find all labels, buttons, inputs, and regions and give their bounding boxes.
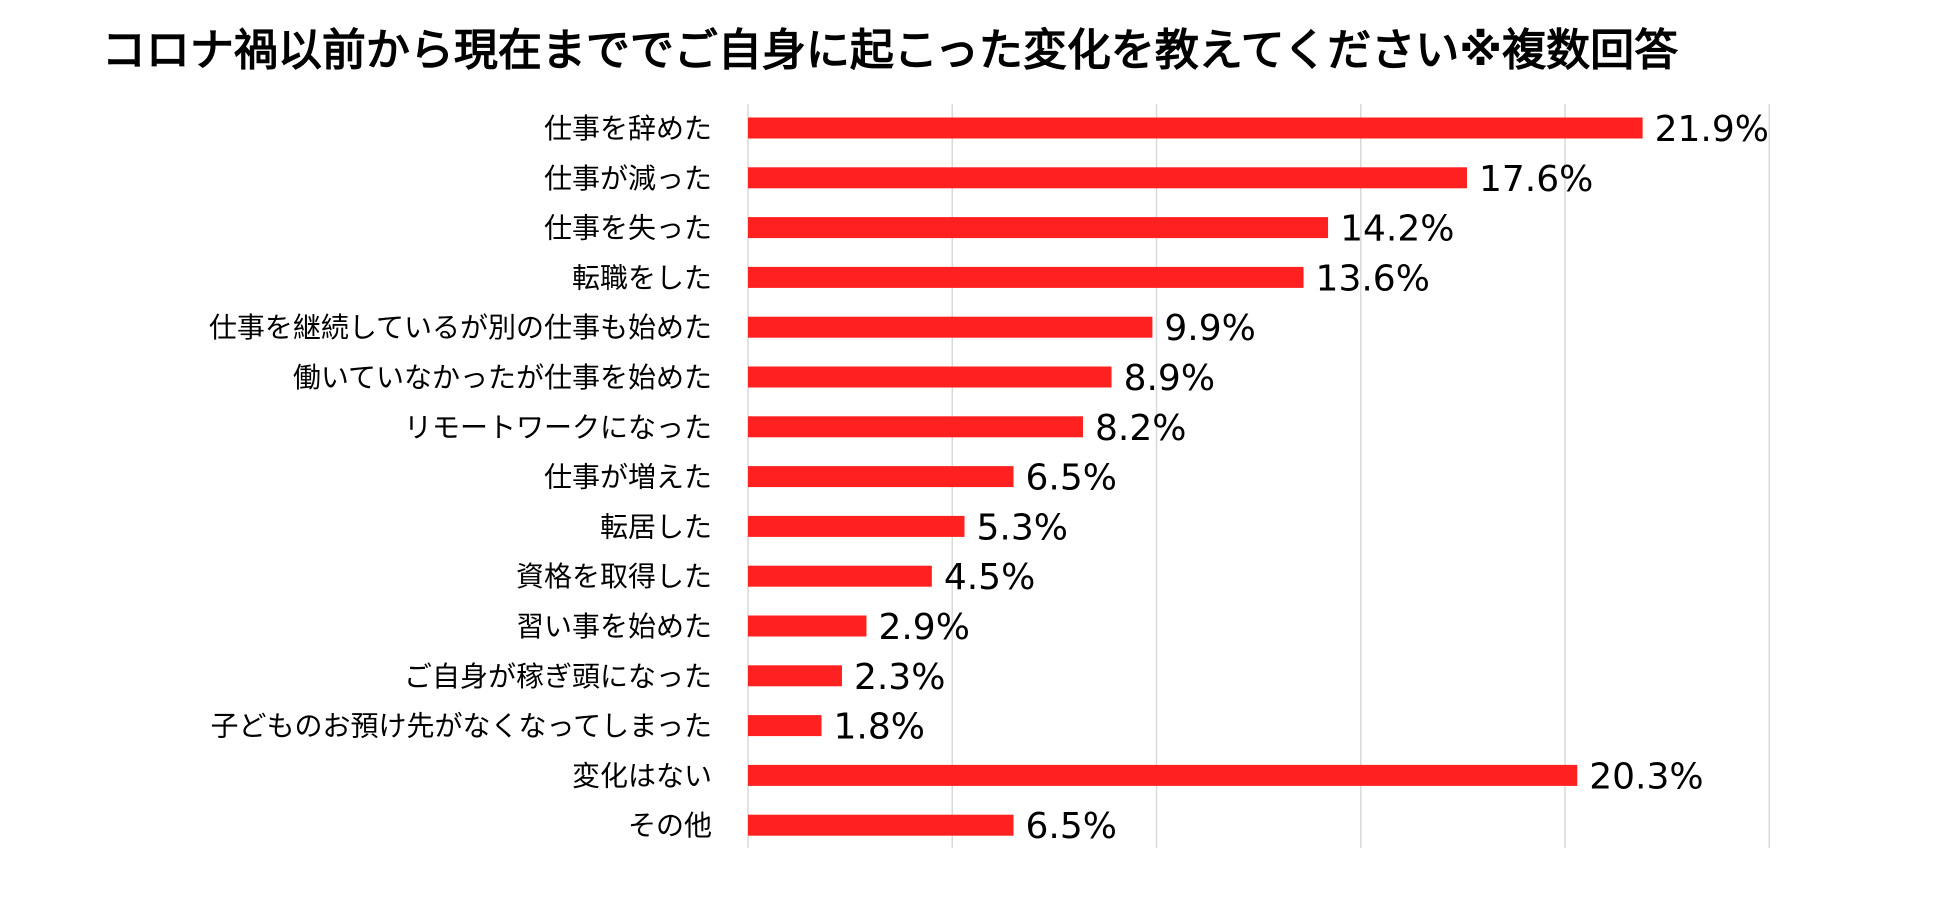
bar xyxy=(748,814,1014,836)
bar xyxy=(748,764,1578,786)
category-label: 資格を取得した xyxy=(516,560,712,593)
data-label: 4.5% xyxy=(944,557,1035,598)
data-label: 14.2% xyxy=(1340,209,1454,250)
category-label: ご自身が稼ぎ頭になった xyxy=(404,660,712,693)
data-label: 6.5% xyxy=(1026,458,1117,499)
bar xyxy=(748,565,932,587)
category-label: 仕事が増えた xyxy=(544,461,712,494)
bar xyxy=(748,266,1304,288)
bar xyxy=(748,316,1153,338)
data-label: 9.9% xyxy=(1164,308,1255,349)
bar xyxy=(748,217,1329,239)
data-label: 2.9% xyxy=(878,607,969,648)
data-label: 2.3% xyxy=(854,657,945,698)
bar xyxy=(748,515,965,537)
data-label: 17.6% xyxy=(1479,159,1593,200)
category-label: 習い事を始めた xyxy=(516,610,712,643)
category-label: 転職をした xyxy=(572,261,712,294)
category-label: リモートワークになった xyxy=(404,411,712,444)
bar xyxy=(748,466,1014,488)
bar xyxy=(748,665,842,687)
category-label: 変化はない xyxy=(572,759,712,792)
data-label: 1.8% xyxy=(834,707,925,748)
bar xyxy=(748,366,1112,388)
bar xyxy=(748,167,1467,189)
category-label: 子どものお預け先がなくなってしまった xyxy=(211,710,712,743)
category-label: 仕事を辞めた xyxy=(544,112,712,145)
data-label: 8.2% xyxy=(1095,408,1186,449)
category-label: 仕事を失った xyxy=(544,212,712,245)
category-label: 転居した xyxy=(600,510,712,543)
data-label: 6.5% xyxy=(1026,806,1117,847)
category-label: 仕事を継続しているが別の仕事も始めた xyxy=(209,311,712,344)
chart-title: コロナ禍以前から現在まででご自身に起こった変化を教えてください※複数回答 xyxy=(101,25,1679,76)
data-label: 20.3% xyxy=(1589,756,1703,797)
category-label: その他 xyxy=(628,809,712,842)
bar xyxy=(748,715,822,737)
bar xyxy=(748,117,1643,139)
category-label: 仕事が減った xyxy=(544,162,712,195)
bars xyxy=(748,117,1643,836)
category-label: 働いていなかったが仕事を始めた xyxy=(293,361,712,394)
data-labels: 21.9% 17.6% 14.2% 13.6% 9.9% 8.9% 8.2% 6.5% 5.3%… xyxy=(834,109,1769,847)
category-labels: 仕事を辞めた仕事が減った仕事を失った転職をした仕事を継続しているが別の仕事も始め… xyxy=(209,112,712,842)
data-label: 5.3% xyxy=(977,507,1068,548)
data-label: 13.6% xyxy=(1316,258,1430,299)
data-label: 8.9% xyxy=(1124,358,1215,399)
bar xyxy=(748,416,1083,438)
data-label: 21.9% xyxy=(1655,109,1769,150)
bar xyxy=(748,615,867,637)
